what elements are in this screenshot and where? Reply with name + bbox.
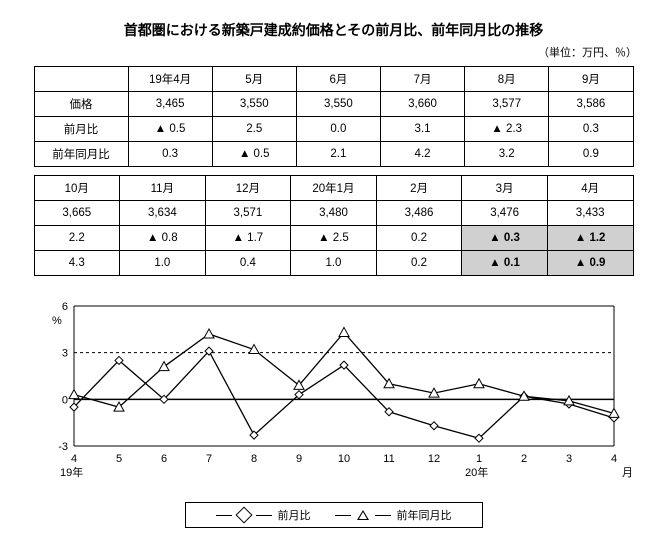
svg-text:11: 11: [383, 453, 394, 465]
table-row: 2.2▲ 0.8 ▲ 1.7▲ 2.5 0.2 ▲ 0.3 ▲ 1.2: [34, 226, 633, 251]
svg-text:%: %: [52, 315, 62, 327]
svg-text:6: 6: [61, 301, 67, 313]
svg-text:4: 4: [610, 453, 616, 465]
table-row: 3,6653,634 3,5713,480 3,4863,476 3,433: [34, 201, 633, 226]
data-table-2: 10月11月 12月20年1月 2月3月 4月 3,6653,634 3,571…: [34, 175, 634, 276]
line-chart: -3036%456789101112123419年20年月 前月比 前年同月比: [34, 296, 634, 528]
chart-legend: 前月比 前年同月比: [185, 502, 483, 528]
svg-text:2: 2: [520, 453, 526, 465]
svg-text:8: 8: [250, 453, 256, 465]
diamond-icon: [235, 507, 252, 524]
svg-text:12: 12: [427, 453, 439, 465]
table-header-row: 19年4月5月 6月7月 8月9月: [34, 67, 633, 92]
svg-text:6: 6: [160, 453, 166, 465]
svg-text:19年: 19年: [60, 465, 83, 479]
svg-text:0: 0: [61, 394, 67, 406]
svg-text:4: 4: [70, 453, 76, 465]
svg-text:20年: 20年: [465, 465, 488, 479]
table-header-row: 10月11月 12月20年1月 2月3月 4月: [34, 176, 633, 201]
svg-text:9: 9: [295, 453, 301, 465]
page-title: 首都圏における新築戸建成約価格とその前月比、前年同月比の推移: [20, 20, 647, 40]
table-row: 前月比 ▲ 0.52.5 0.03.1 ▲ 2.30.3: [34, 117, 633, 142]
unit-label: （単位：万円、％）: [20, 44, 637, 60]
table-row: 4.31.0 0.41.0 0.2 ▲ 0.1 ▲ 0.9: [34, 251, 633, 276]
svg-text:3: 3: [565, 453, 571, 465]
svg-text:7: 7: [205, 453, 211, 465]
svg-text:月: 月: [622, 467, 633, 479]
table-row: 前年同月比 0.3▲ 0.5 2.14.2 3.20.9: [34, 142, 633, 167]
legend-item: 前年同月比: [335, 507, 452, 523]
svg-text:5: 5: [115, 453, 121, 465]
data-table-1: 19年4月5月 6月7月 8月9月 価格 3,4653,550 3,5503,6…: [34, 66, 634, 167]
triangle-icon: [357, 510, 369, 520]
table-row: 価格 3,4653,550 3,5503,660 3,5773,586: [34, 92, 633, 117]
legend-item: 前月比: [216, 507, 311, 523]
svg-text:3: 3: [61, 348, 67, 360]
svg-text:1: 1: [475, 453, 481, 465]
svg-text:10: 10: [337, 453, 349, 465]
svg-text:-3: -3: [58, 441, 68, 453]
